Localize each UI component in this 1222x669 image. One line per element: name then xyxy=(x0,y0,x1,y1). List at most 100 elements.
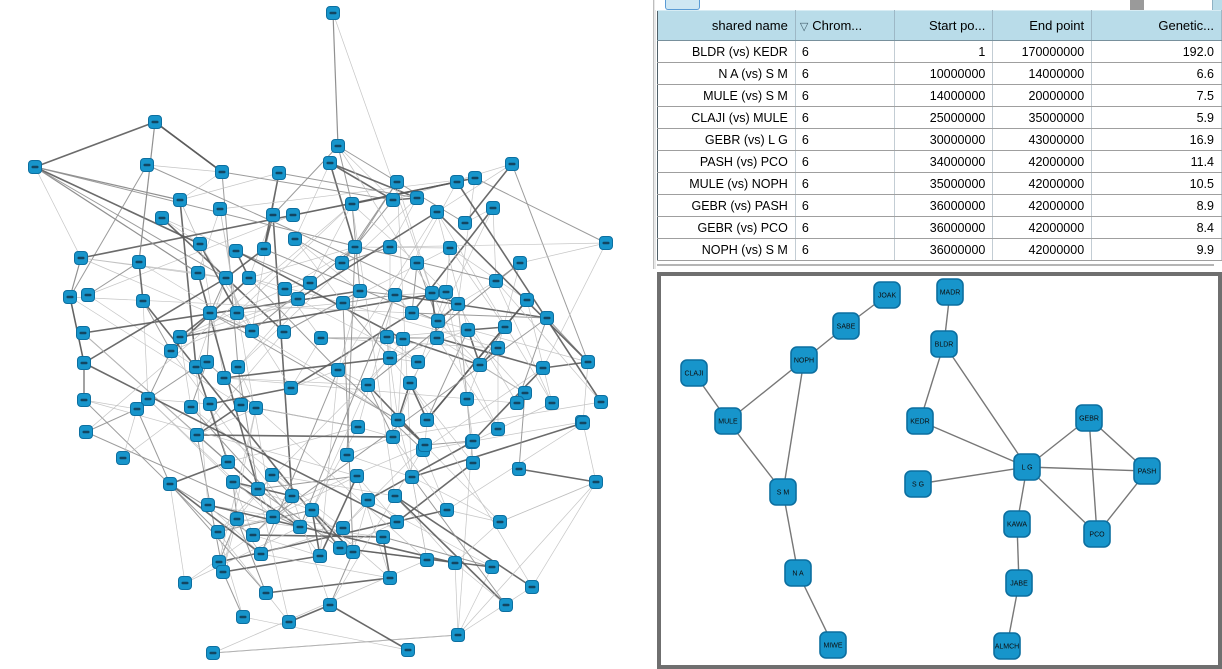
graph-node[interactable] xyxy=(386,193,400,207)
node-shape[interactable] xyxy=(1075,404,1103,432)
graph-node[interactable] xyxy=(173,330,187,344)
graph-node[interactable] xyxy=(74,251,88,265)
graph-node[interactable] xyxy=(581,355,595,369)
node-shape[interactable] xyxy=(680,359,708,387)
graph-node[interactable] xyxy=(396,332,410,346)
graph-node[interactable] xyxy=(314,331,328,345)
graph-node[interactable] xyxy=(589,475,603,489)
graph-node[interactable] xyxy=(468,171,482,185)
graph-node[interactable] xyxy=(388,288,402,302)
column-header-4[interactable]: Genetic... xyxy=(1091,10,1222,41)
network-node-S_M[interactable]: S M xyxy=(769,478,797,506)
network-node-S_G[interactable]: S G xyxy=(904,470,932,498)
graph-node[interactable] xyxy=(505,157,519,171)
graph-node[interactable] xyxy=(540,311,554,325)
graph-node[interactable] xyxy=(336,296,350,310)
graph-node[interactable] xyxy=(130,402,144,416)
graph-node[interactable] xyxy=(333,541,347,555)
graph-node[interactable] xyxy=(331,363,345,377)
graph-node[interactable] xyxy=(206,646,220,660)
graph-node[interactable] xyxy=(141,392,155,406)
graph-node[interactable] xyxy=(79,425,93,439)
graph-node[interactable] xyxy=(348,240,362,254)
graph-node[interactable] xyxy=(499,598,513,612)
graph-node[interactable] xyxy=(425,286,439,300)
network-node-MADR[interactable]: MADR xyxy=(936,278,964,306)
node-shape[interactable] xyxy=(714,407,742,435)
graph-node[interactable] xyxy=(217,371,231,385)
graph-node[interactable] xyxy=(132,255,146,269)
graph-node[interactable] xyxy=(234,398,248,412)
network-node-N_A[interactable]: N A xyxy=(784,559,812,587)
graph-node[interactable] xyxy=(215,165,229,179)
node-shape[interactable] xyxy=(930,330,958,358)
graph-node[interactable] xyxy=(286,208,300,222)
graph-node[interactable] xyxy=(213,202,227,216)
toolbar-tab-fragment[interactable] xyxy=(665,0,700,10)
graph-node[interactable] xyxy=(203,397,217,411)
network-node-KAWA[interactable]: KAWA xyxy=(1003,510,1031,538)
graph-node[interactable] xyxy=(361,378,375,392)
node-shape[interactable] xyxy=(784,559,812,587)
graph-node[interactable] xyxy=(77,356,91,370)
node-shape[interactable] xyxy=(769,478,797,506)
graph-node[interactable] xyxy=(405,470,419,484)
node-shape[interactable] xyxy=(1013,453,1041,481)
graph-node[interactable] xyxy=(81,288,95,302)
network-node-CLAJI[interactable]: CLAJI xyxy=(680,359,708,387)
graph-node[interactable] xyxy=(594,395,608,409)
graph-node[interactable] xyxy=(383,351,397,365)
graph-node[interactable] xyxy=(430,205,444,219)
panel-splitter[interactable] xyxy=(653,0,656,269)
graph-node[interactable] xyxy=(326,6,340,20)
graph-node[interactable] xyxy=(498,320,512,334)
graph-node[interactable] xyxy=(391,413,405,427)
node-shape[interactable] xyxy=(832,312,860,340)
network-node-PCO[interactable]: PCO xyxy=(1083,520,1111,548)
graph-node[interactable] xyxy=(466,434,480,448)
table-row[interactable]: GEBR (vs) PASH 6 36000000 42000000 8.9 xyxy=(657,194,1222,217)
graph-node[interactable] xyxy=(116,451,130,465)
graph-node[interactable] xyxy=(164,344,178,358)
graph-node[interactable] xyxy=(335,256,349,270)
graph-node[interactable] xyxy=(178,576,192,590)
graph-node[interactable] xyxy=(411,355,425,369)
table-row[interactable]: GEBR (vs) L G 6 30000000 43000000 16.9 xyxy=(657,128,1222,151)
graph-node[interactable] xyxy=(448,556,462,570)
node-shape[interactable] xyxy=(906,407,934,435)
graph-node[interactable] xyxy=(277,325,291,339)
graph-node[interactable] xyxy=(510,396,524,410)
graph-node[interactable] xyxy=(288,232,302,246)
graph-node[interactable] xyxy=(245,324,259,338)
graph-node[interactable] xyxy=(284,381,298,395)
graph-node[interactable] xyxy=(345,197,359,211)
graph-node[interactable] xyxy=(466,456,480,470)
graph-node[interactable] xyxy=(259,586,273,600)
graph-node[interactable] xyxy=(291,292,305,306)
graph-node[interactable] xyxy=(418,438,432,452)
graph-node[interactable] xyxy=(184,400,198,414)
graph-node[interactable] xyxy=(461,323,475,337)
graph-node[interactable] xyxy=(216,565,230,579)
node-shape[interactable] xyxy=(819,631,847,659)
node-shape[interactable] xyxy=(873,281,901,309)
graph-node[interactable] xyxy=(430,331,444,345)
graph-node[interactable] xyxy=(63,290,77,304)
node-shape[interactable] xyxy=(993,632,1021,660)
graph-node[interactable] xyxy=(265,468,279,482)
graph-node[interactable] xyxy=(439,285,453,299)
graph-node[interactable] xyxy=(242,271,256,285)
graph-node[interactable] xyxy=(386,430,400,444)
graph-node[interactable] xyxy=(203,306,217,320)
graph-node[interactable] xyxy=(420,553,434,567)
node-shape[interactable] xyxy=(1005,569,1033,597)
graph-node[interactable] xyxy=(493,515,507,529)
graph-node[interactable] xyxy=(226,475,240,489)
graph-node[interactable] xyxy=(77,393,91,407)
node-shape[interactable] xyxy=(936,278,964,306)
graph-node[interactable] xyxy=(191,266,205,280)
graph-node[interactable] xyxy=(200,355,214,369)
table-row[interactable]: MULE (vs) S M 6 14000000 20000000 7.5 xyxy=(657,84,1222,107)
graph-node[interactable] xyxy=(491,422,505,436)
graph-node[interactable] xyxy=(230,306,244,320)
